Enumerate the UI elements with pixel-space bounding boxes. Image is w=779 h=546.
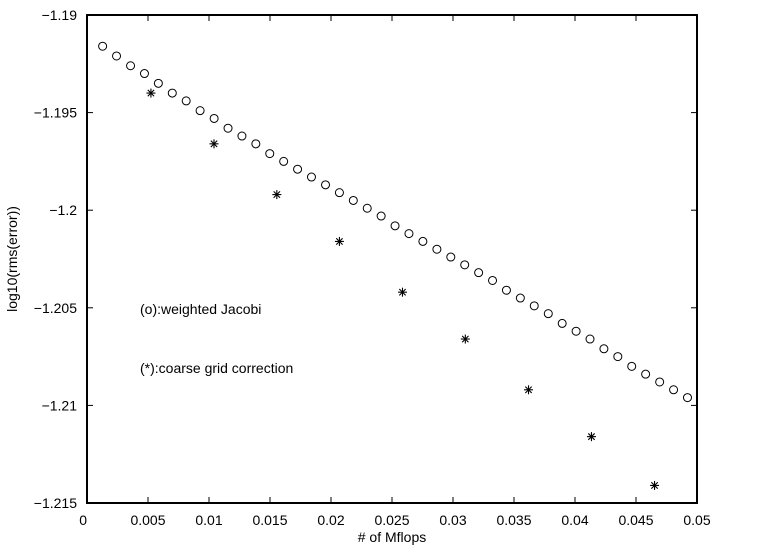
data-point-circle — [362, 203, 372, 213]
data-point-circle — [627, 361, 637, 371]
data-point-circle — [585, 334, 595, 344]
data-point-circle — [348, 195, 358, 205]
data-point-circle — [209, 113, 219, 123]
x-tick-label: 0.045 — [618, 512, 653, 528]
data-point-asterisk — [524, 385, 534, 395]
y-axis-label: log10(rms(error)) — [4, 206, 20, 312]
data-point-circle — [167, 88, 177, 98]
data-point-circle — [501, 285, 511, 295]
data-point-circle — [488, 275, 498, 285]
data-point-circle — [321, 180, 331, 190]
y-tick-label: −1.21 — [42, 397, 78, 413]
series-weighted-jacobi — [98, 41, 692, 403]
data-point-circle — [334, 188, 344, 198]
data-point-circle — [251, 139, 261, 149]
data-point-circle — [390, 221, 400, 231]
annotation-weighted-jacobi: (o):weighted Jacobi — [140, 301, 261, 317]
x-tick-label: 0.04 — [561, 512, 588, 528]
data-point-asterisk — [272, 190, 282, 200]
data-point-circle — [460, 260, 470, 270]
data-point-asterisk — [586, 432, 596, 442]
x-tick-label: 0.01 — [195, 512, 222, 528]
data-point-circle — [613, 352, 623, 362]
x-axis-ticks: 0 0.005 0.01 0.015 0.02 0.025 0.03 0.035 0.04 0.0… — [79, 15, 711, 528]
data-point-circle — [515, 293, 525, 303]
data-point-asterisk — [650, 480, 660, 490]
data-point-circle — [237, 131, 247, 141]
data-point-circle — [571, 326, 581, 336]
y-axis-ticks: −1.19 −1.195 −1.2 −1.205 −1.21 −1.215 — [34, 7, 697, 511]
data-point-circle — [223, 123, 233, 133]
data-point-circle — [265, 149, 275, 159]
data-point-circle — [474, 268, 484, 278]
y-tick-label: −1.19 — [42, 7, 78, 23]
data-point-circle — [682, 393, 692, 403]
x-tick-label: 0.035 — [496, 512, 531, 528]
data-point-circle — [529, 301, 539, 311]
data-point-circle — [126, 61, 136, 71]
data-point-circle — [112, 51, 122, 61]
y-tick-label: −1.215 — [34, 495, 77, 511]
annotation-coarse-grid-correction: (*):coarse grid correction — [140, 360, 293, 376]
data-point-circle — [543, 309, 553, 319]
data-point-asterisk — [397, 287, 407, 297]
data-point-asterisk — [146, 88, 156, 98]
y-tick-label: −1.205 — [34, 300, 77, 316]
data-point-circle — [641, 369, 651, 379]
data-point-asterisk — [334, 236, 344, 246]
data-point-circle — [293, 164, 303, 174]
data-point-circle — [279, 156, 289, 166]
data-point-circle — [98, 41, 108, 51]
x-tick-label: 0.03 — [439, 512, 466, 528]
data-point-asterisk — [209, 139, 219, 149]
y-tick-label: −1.2 — [49, 202, 77, 218]
data-point-circle — [432, 244, 442, 254]
data-point-circle — [195, 106, 205, 116]
series-coarse-grid-correction — [146, 88, 660, 490]
y-tick-label: −1.195 — [34, 105, 77, 121]
data-point-asterisk — [460, 334, 470, 344]
x-axis-label: # of Mflops — [358, 529, 426, 545]
data-point-circle — [655, 377, 665, 387]
plot-frame — [86, 14, 698, 504]
data-point-circle — [669, 385, 679, 395]
x-tick-label: 0.05 — [683, 512, 710, 528]
data-point-circle — [153, 78, 163, 88]
x-tick-label: 0.02 — [317, 512, 344, 528]
data-point-circle — [446, 252, 456, 262]
x-tick-label: 0.025 — [374, 512, 409, 528]
data-point-circle — [376, 211, 386, 221]
data-point-circle — [557, 318, 567, 328]
data-point-circle — [181, 96, 191, 106]
data-point-circle — [418, 236, 428, 246]
data-point-circle — [306, 172, 316, 182]
x-tick-label: 0.015 — [252, 512, 287, 528]
x-tick-label: 0 — [79, 512, 87, 528]
data-point-circle — [139, 69, 149, 79]
data-point-circle — [404, 229, 414, 239]
data-point-circle — [599, 344, 609, 354]
x-tick-label: 0.005 — [130, 512, 165, 528]
